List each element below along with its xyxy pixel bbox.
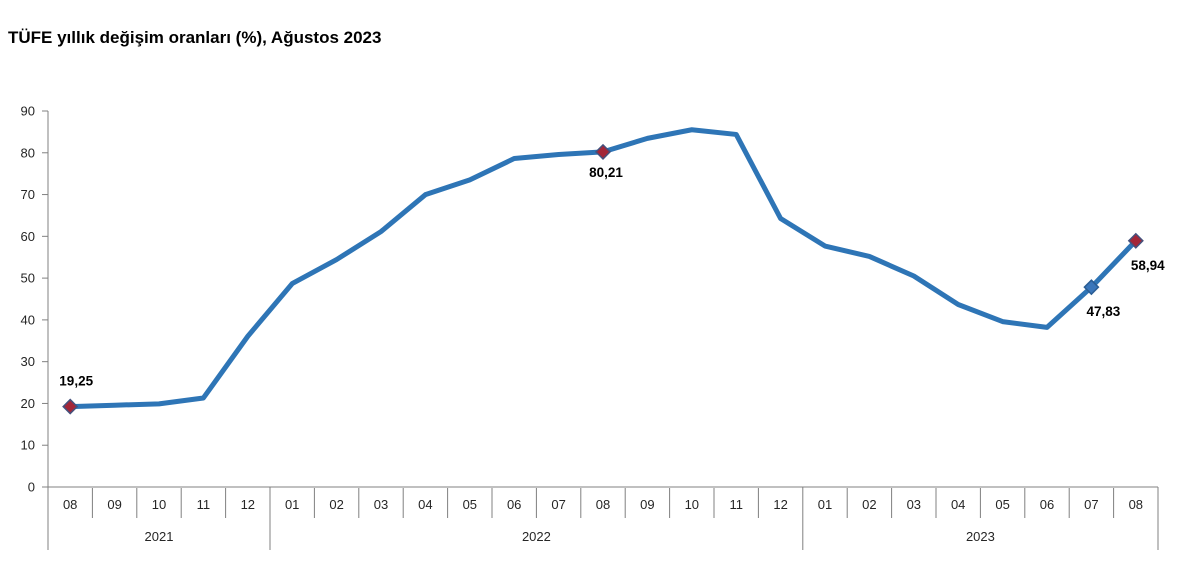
x-month-label: 09 [107,497,121,512]
chart-title: TÜFE yıllık değişim oranları (%), Ağusto… [8,28,382,47]
x-month-label: 03 [907,497,921,512]
x-month-label: 01 [818,497,832,512]
x-year-label: 2022 [522,529,551,544]
data-point-label: 80,21 [589,165,623,180]
data-point-marker [1127,232,1144,249]
y-tick-label: 10 [21,438,35,453]
y-tick-label: 50 [21,271,35,286]
x-month-label: 02 [329,497,343,512]
data-point-label: 58,94 [1131,258,1165,273]
y-tick-label: 30 [21,354,35,369]
x-month-label: 06 [507,497,521,512]
y-tick-label: 20 [21,396,35,411]
x-month-label: 11 [197,497,211,512]
data-point-marker [1083,279,1100,296]
x-month-label: 10 [685,497,699,512]
x-month-label: 07 [1084,497,1098,512]
data-point-marker [62,398,79,415]
x-month-label: 06 [1040,497,1054,512]
x-month-label: 08 [596,497,610,512]
x-month-label: 12 [241,497,255,512]
x-month-label: 05 [995,497,1009,512]
x-month-label: 11 [729,497,743,512]
x-month-label: 05 [463,497,477,512]
x-month-label: 03 [374,497,388,512]
x-month-label: 09 [640,497,654,512]
x-month-label: 12 [773,497,787,512]
x-year-label: 2023 [966,529,995,544]
y-tick-label: 60 [21,229,35,244]
y-tick-label: 80 [21,145,35,160]
data-point-marker [594,143,612,160]
x-month-label: 02 [862,497,876,512]
y-tick-label: 70 [21,187,35,202]
x-month-label: 08 [63,497,77,512]
x-month-label: 10 [152,497,166,512]
y-tick-label: 40 [21,312,35,327]
x-month-label: 07 [551,497,565,512]
data-point-label: 19,25 [59,374,93,389]
x-month-label: 04 [418,497,432,512]
y-tick-label: 90 [21,104,35,119]
x-month-label: 01 [285,497,299,512]
y-tick-label: 0 [28,480,35,495]
x-month-label: 04 [951,497,965,512]
data-point-label: 47,83 [1087,304,1121,319]
x-month-label: 08 [1129,497,1143,512]
x-year-label: 2021 [145,529,174,544]
